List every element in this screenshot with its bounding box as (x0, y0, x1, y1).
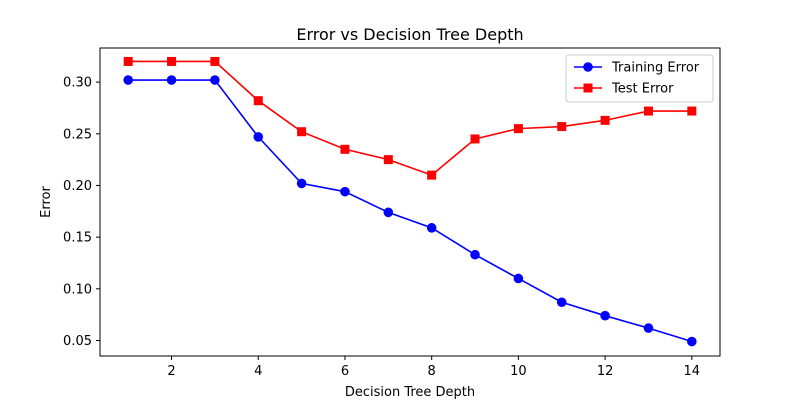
y-axis-label: Error (39, 186, 54, 218)
y-axis: 0.05 0.10 0.15 0.20 0.25 0.30 (63, 76, 100, 349)
training-error-point (687, 336, 697, 347)
test-error-point (340, 144, 350, 154)
training-error-point (470, 249, 480, 260)
x-tick-label: 4 (254, 364, 262, 379)
y-tick-label: 0.15 (63, 231, 92, 246)
y-tick-label: 0.05 (63, 334, 92, 349)
x-tick-label: 14 (684, 364, 701, 379)
test-error-point (427, 170, 437, 180)
test-error-point (557, 122, 567, 132)
training-error-point (426, 223, 437, 233)
training-error-point (210, 75, 220, 85)
x-tick-label: 2 (167, 364, 175, 379)
training-error-point (383, 207, 394, 218)
test-error-point (470, 134, 480, 144)
training-error-point (166, 75, 177, 85)
x-tick-label: 12 (597, 364, 614, 379)
legend-label: Test Error (611, 82, 674, 97)
test-error-point (210, 56, 220, 66)
test-error-point (253, 96, 263, 106)
test-error-point (600, 115, 610, 125)
training-error-point (600, 310, 610, 321)
y-tick-label: 0.20 (63, 179, 92, 194)
y-tick-label: 0.10 (63, 282, 92, 297)
test-error-point (383, 155, 393, 165)
test-error-point (297, 127, 307, 137)
training-error-line (128, 79, 693, 343)
legend-box (565, 54, 714, 103)
x-axis-label: Decision Tree Depth (345, 385, 475, 400)
test-error-point (687, 106, 697, 116)
y-tick-label: 0.30 (63, 76, 92, 91)
test-error-point (167, 56, 177, 66)
legend-marker (583, 62, 593, 72)
legend-marker (583, 83, 593, 93)
x-tick-label: 6 (341, 364, 349, 379)
training-error-point (556, 297, 567, 308)
legend: Training Error Test Error (565, 54, 714, 103)
plot-area (123, 56, 697, 347)
legend-label: Training Error (611, 61, 700, 76)
training-error-point (643, 323, 654, 333)
x-axis: 2 4 6 8 10 12 14 (167, 356, 700, 379)
test-error-line (128, 60, 692, 177)
training-error-point (513, 273, 524, 284)
test-error-point (513, 124, 523, 134)
axes-frame (99, 47, 721, 357)
legend-entry-test-error: Test Error (574, 82, 674, 97)
x-tick-label: 8 (428, 364, 436, 379)
x-tick-label: 10 (510, 364, 527, 379)
test-error-point (643, 106, 653, 116)
training-error-point (296, 178, 307, 189)
training-error-point (340, 186, 350, 197)
test-error-point (123, 56, 133, 66)
chart-title: Error vs Decision Tree Depth (296, 25, 523, 44)
training-error-point (253, 132, 264, 142)
y-tick-label: 0.25 (63, 127, 92, 142)
training-error-point (123, 75, 133, 85)
legend-entry-training-error: Training Error (574, 61, 700, 76)
